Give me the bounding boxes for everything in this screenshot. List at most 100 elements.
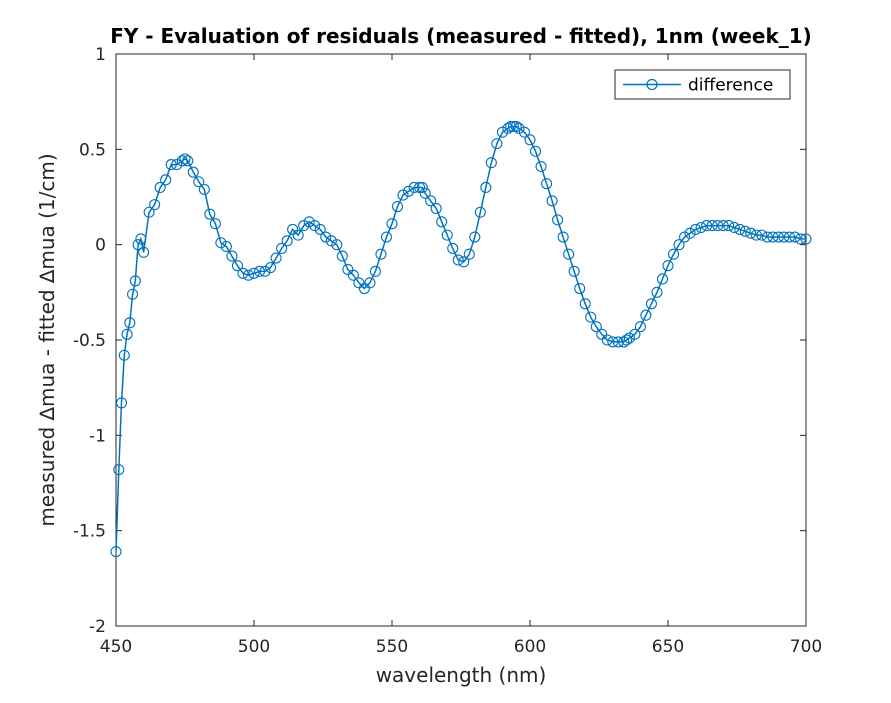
data-point-marker [353,277,365,289]
data-point-marker [756,229,768,241]
data-point-marker [507,120,519,133]
data-point-marker [220,241,232,253]
data-point-marker [524,134,536,146]
data-point-marker [215,237,227,249]
data-point-marker [259,265,271,277]
data-point-marker [193,176,205,188]
data-point-marker [502,122,514,134]
data-point-marker [176,155,188,167]
legend-label-difference: difference [688,76,773,96]
data-point-marker [728,221,740,234]
data-point-marker [541,178,553,190]
y-tick-label: 0 [95,236,106,256]
data-point-marker [469,231,481,243]
x-tick-label: 450 [100,637,132,657]
data-point-marker [154,181,166,194]
data-point-marker [447,242,459,255]
data-point-marker [607,336,619,348]
x-tick-label: 550 [376,637,408,657]
data-point-marker [298,220,310,232]
data-point-marker [419,187,431,199]
data-point-marker [485,157,497,169]
data-point-marker [510,120,522,133]
x-axis: 450 500 550 600 650 700 [100,54,822,657]
data-point-marker [701,220,713,232]
data-point-marker [408,181,420,194]
data-point-marker [165,159,177,171]
data-point-marker [149,199,161,211]
data-point-marker [391,200,404,213]
data-point-marker [129,275,141,287]
data-point-marker [270,252,282,264]
data-point-marker [684,227,696,239]
data-point-marker [237,267,249,279]
data-point-marker [629,328,641,340]
data-point-marker [403,185,415,197]
y-tick-label: -1 [89,426,106,446]
data-point-marker [204,208,216,220]
data-point-marker [187,166,199,178]
y-tick-label: -0.5 [73,331,106,351]
x-tick-label: 650 [652,637,684,657]
data-point-marker [226,250,238,262]
data-point-marker [347,269,359,281]
data-point-marker [673,239,685,251]
data-point-marker [127,288,139,300]
data-point-marker [800,233,812,245]
data-point-marker [623,332,635,344]
data-point-marker [380,231,393,243]
data-point-marker [416,181,428,194]
x-tick-label: 600 [514,637,546,657]
data-point-marker [656,273,669,285]
data-point-marker [430,202,442,214]
data-point-marker [276,242,288,255]
series-difference [110,120,812,558]
data-point-marker [552,214,564,226]
data-point-marker [209,218,221,230]
data-point-marker [179,153,191,165]
data-point-marker [612,336,624,348]
data-point-marker [287,223,299,235]
x-tick-label: 700 [790,637,822,657]
legend[interactable]: difference [614,69,791,100]
data-point-marker [463,248,475,260]
x-tick-label: 500 [238,637,270,657]
legend-marker-sample [646,78,658,91]
data-point-marker [590,321,602,333]
data-point-marker [645,298,657,310]
data-point-marker [535,160,547,173]
data-point-marker [491,138,503,150]
data-point-marker [513,122,525,134]
data-point-marker [325,235,337,247]
data-point-marker [121,328,133,340]
data-point-marker [248,267,260,279]
data-point-marker [568,265,580,277]
data-point-marker [706,220,718,232]
chart-title: FY - Evaluation of residuals (measured -… [110,24,812,48]
data-point-marker [386,218,398,230]
data-point-marker [546,195,558,207]
data-point-marker [778,231,790,243]
y-axis: -2 -1.5 -1 -0.5 0 0.5 1 [73,45,806,637]
data-point-marker [309,220,321,232]
data-point-marker [397,189,409,201]
data-point-marker [596,328,608,340]
data-point-marker [369,265,381,277]
data-point-marker [143,206,155,218]
data-point-marker [783,231,795,243]
data-point-marker [761,231,773,243]
data-point-marker [342,263,354,276]
data-point-marker [640,309,652,321]
data-point-marker [557,231,569,243]
data-point-marker [132,239,144,251]
data-point-marker [441,229,453,241]
data-point-marker [110,546,122,558]
plot-area [115,53,807,627]
data-point-marker [281,235,293,247]
data-point-marker [745,227,757,239]
data-point-marker [138,246,150,258]
data-point-marker [712,220,724,232]
data-point-marker [452,254,464,266]
data-point-marker [667,248,680,260]
